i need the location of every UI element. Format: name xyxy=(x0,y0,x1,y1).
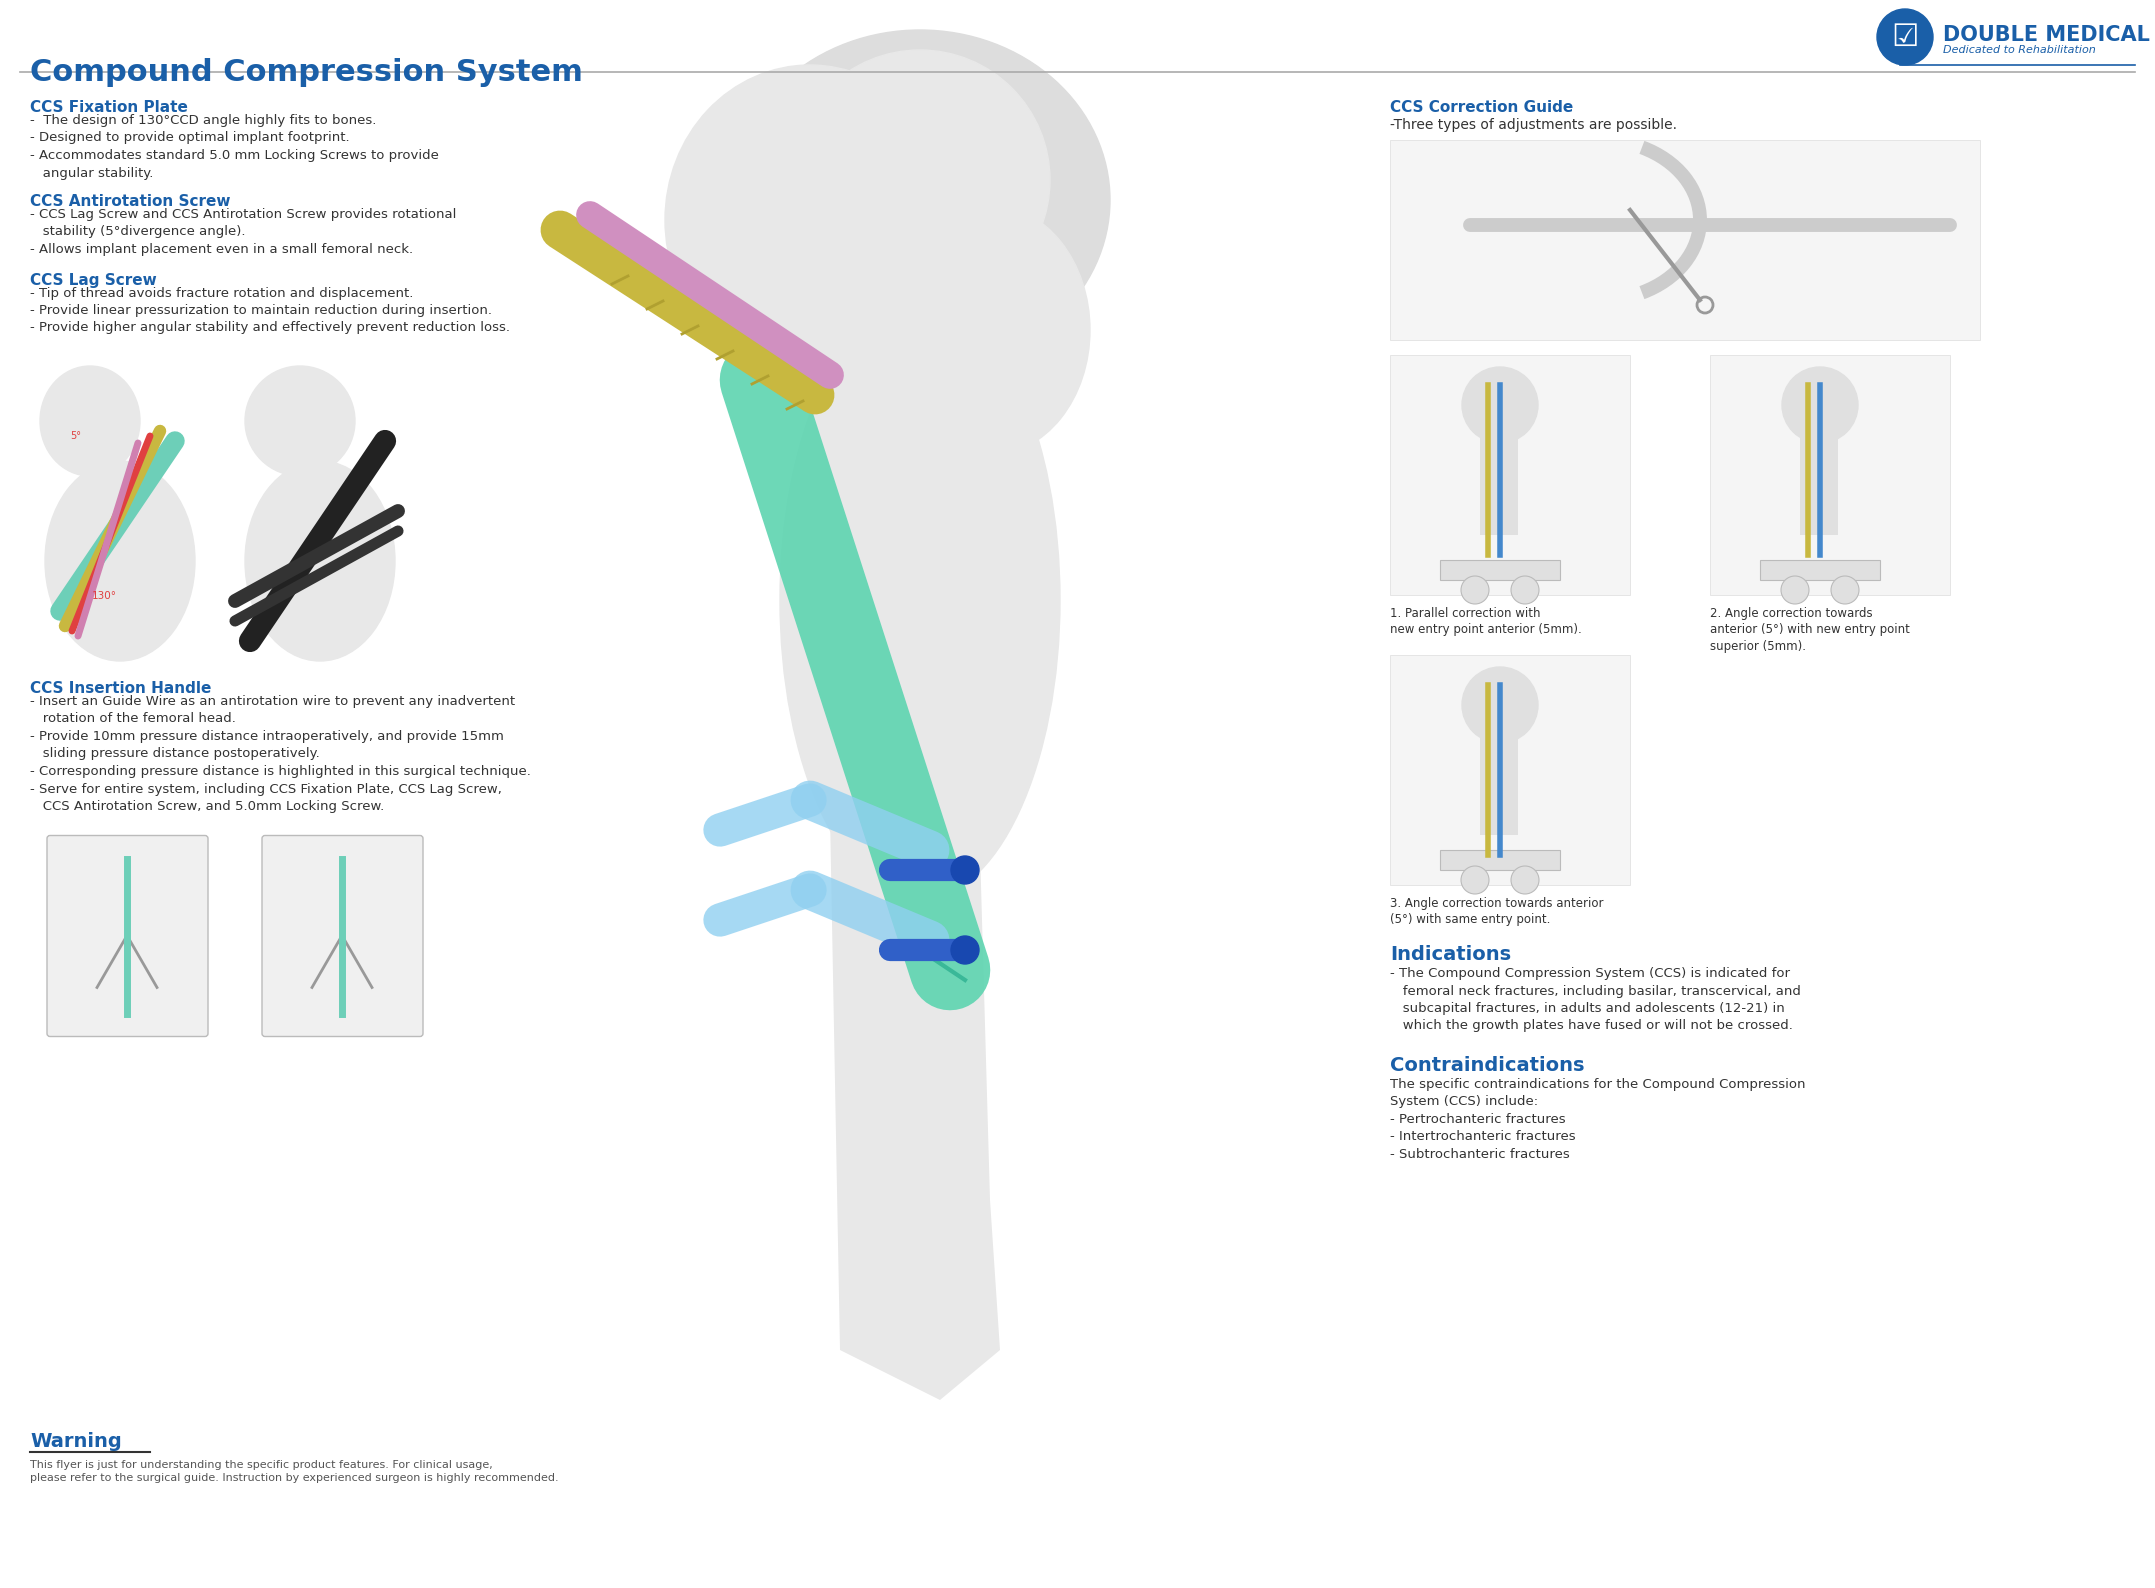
Text: - The Compound Compression System (CCS) is indicated for
   femoral neck fractur: - The Compound Compression System (CCS) … xyxy=(1390,967,1802,1032)
Text: 130°: 130° xyxy=(93,591,116,600)
Text: Compound Compression System: Compound Compression System xyxy=(30,59,582,87)
Text: 2. Angle correction towards
anterior (5°) with new entry point
superior (5mm).: 2. Angle correction towards anterior (5°… xyxy=(1711,607,1909,653)
Bar xyxy=(1440,561,1560,580)
Text: - Insert an Guide Wire as an antirotation wire to prevent any inadvertent
   rot: - Insert an Guide Wire as an antirotatio… xyxy=(30,696,530,813)
Text: CCS Correction Guide: CCS Correction Guide xyxy=(1390,100,1573,114)
Ellipse shape xyxy=(41,365,140,476)
FancyBboxPatch shape xyxy=(263,835,422,1037)
FancyBboxPatch shape xyxy=(47,835,209,1037)
Text: CCS Fixation Plate: CCS Fixation Plate xyxy=(30,100,187,114)
Text: ☑: ☑ xyxy=(1892,22,1918,51)
Bar xyxy=(1761,561,1879,580)
Circle shape xyxy=(1511,865,1539,894)
Text: DOUBLE MEDICAL: DOUBLE MEDICAL xyxy=(1944,25,2151,44)
Ellipse shape xyxy=(890,205,1090,456)
Ellipse shape xyxy=(246,365,356,476)
Bar xyxy=(1390,654,1629,885)
Ellipse shape xyxy=(780,300,1060,900)
Text: The specific contraindications for the Compound Compression
System (CCS) include: The specific contraindications for the C… xyxy=(1390,1078,1806,1161)
Circle shape xyxy=(1780,576,1808,603)
Bar xyxy=(1799,405,1838,535)
Text: Warning: Warning xyxy=(30,1432,121,1451)
Circle shape xyxy=(1461,576,1489,603)
Text: 1. Parallel correction with
new entry point anterior (5mm).: 1. Parallel correction with new entry po… xyxy=(1390,607,1582,637)
Text: -Three types of adjustments are possible.: -Three types of adjustments are possible… xyxy=(1390,118,1677,132)
Circle shape xyxy=(1877,10,1933,65)
Text: CCS Antirotation Screw: CCS Antirotation Screw xyxy=(30,194,231,210)
Text: 3. Angle correction towards anterior
(5°) with same entry point.: 3. Angle correction towards anterior (5°… xyxy=(1390,897,1603,926)
Bar xyxy=(1440,850,1560,870)
Ellipse shape xyxy=(246,461,394,661)
Text: CCS Insertion Handle: CCS Insertion Handle xyxy=(30,681,211,696)
Circle shape xyxy=(950,856,978,885)
Ellipse shape xyxy=(45,461,194,661)
Bar xyxy=(1390,356,1629,596)
Text: Indications: Indications xyxy=(1390,945,1511,964)
Ellipse shape xyxy=(731,30,1110,370)
Circle shape xyxy=(1782,367,1858,443)
Text: - CCS Lag Screw and CCS Antirotation Screw provides rotational
   stability (5°d: - CCS Lag Screw and CCS Antirotation Scr… xyxy=(30,208,457,256)
Bar xyxy=(1711,356,1950,596)
Text: - Tip of thread avoids fracture rotation and displacement.
- Provide linear pres: - Tip of thread avoids fracture rotation… xyxy=(30,286,511,335)
Circle shape xyxy=(1461,667,1539,743)
Circle shape xyxy=(1511,576,1539,603)
Ellipse shape xyxy=(666,65,955,375)
Polygon shape xyxy=(709,210,950,349)
Bar xyxy=(1480,705,1517,835)
Circle shape xyxy=(1461,367,1539,443)
Bar xyxy=(1480,405,1517,535)
Text: CCS Lag Screw: CCS Lag Screw xyxy=(30,273,157,287)
Text: This flyer is just for understanding the specific product features. For clinical: This flyer is just for understanding the… xyxy=(30,1459,558,1483)
Bar xyxy=(1390,140,1980,340)
Ellipse shape xyxy=(791,49,1049,310)
Circle shape xyxy=(950,935,978,964)
Text: 5°: 5° xyxy=(69,430,82,441)
Text: -  The design of 130°CCD angle highly fits to bones.
- Designed to provide optim: - The design of 130°CCD angle highly fit… xyxy=(30,114,440,179)
Text: Contraindications: Contraindications xyxy=(1390,1056,1584,1075)
Circle shape xyxy=(1461,865,1489,894)
Circle shape xyxy=(1832,576,1860,603)
Polygon shape xyxy=(821,279,1000,1401)
Text: Dedicated to Rehabilitation: Dedicated to Rehabilitation xyxy=(1944,44,2097,56)
